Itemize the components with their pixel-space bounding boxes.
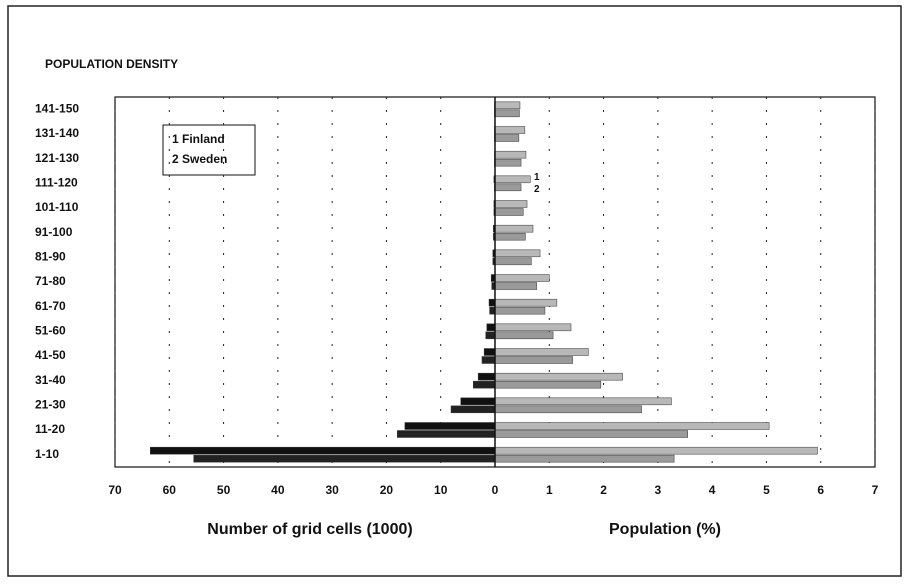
x-tick-label: 20: [380, 483, 394, 497]
bar: [477, 372, 496, 381]
bar: [488, 298, 496, 307]
bar: [494, 109, 520, 118]
annotation: 2: [534, 184, 540, 195]
bar: [494, 224, 534, 233]
bar: [494, 257, 532, 266]
bar: [494, 454, 675, 463]
bar: [494, 150, 527, 159]
bar: [494, 405, 642, 414]
bar: [494, 249, 541, 258]
bar: [494, 397, 672, 406]
bar: [494, 306, 546, 315]
bar: [494, 175, 531, 184]
bar: [494, 430, 688, 438]
bar: [483, 348, 496, 356]
bar: [473, 380, 496, 389]
y-tick-label: 81-90: [35, 250, 66, 264]
bar: [494, 274, 550, 282]
bar: [494, 208, 524, 216]
legend-label: 2 Sweden: [172, 152, 227, 166]
y-tick-label: 111-120: [35, 176, 78, 190]
x-tick-label: 30: [325, 483, 339, 497]
y-tick-label: 21-30: [35, 398, 66, 412]
y-tick-label: 61-70: [35, 299, 66, 313]
x-tick-label: 60: [163, 483, 177, 497]
y-tick-label: 101-110: [35, 200, 79, 214]
bar: [494, 183, 522, 192]
bar: [494, 232, 526, 241]
x-tick-label: 4: [709, 483, 716, 497]
x-tick-label: 1: [546, 483, 553, 497]
bar: [494, 331, 554, 340]
bar: [494, 158, 522, 167]
bar: [494, 446, 818, 455]
y-tick-label: 91-100: [35, 225, 73, 239]
x-tick-label: 2: [600, 483, 607, 497]
y-tick-label: 51-60: [35, 324, 66, 338]
bar: [494, 298, 558, 307]
bar: [486, 323, 496, 332]
bar: [494, 282, 538, 290]
bar: [450, 405, 496, 414]
bar: [404, 422, 496, 430]
x-tick-label: 6: [817, 483, 824, 497]
bar: [397, 430, 496, 438]
x-axis-label: Number of grid cells (1000): [207, 521, 412, 538]
chart-title: POPULATION DENSITY: [45, 57, 178, 71]
x-tick-label: 40: [271, 483, 285, 497]
x-tick-label: 0: [492, 483, 499, 497]
annotation: 1: [534, 172, 540, 183]
bar: [494, 348, 589, 356]
y-tick-label: 71-80: [35, 274, 66, 288]
bar: [494, 356, 573, 364]
bar: [494, 323, 572, 332]
y-tick-label: 31-40: [35, 373, 66, 387]
bar: [150, 446, 496, 455]
bar: [494, 380, 602, 389]
legend-box: [162, 124, 256, 176]
bar: [494, 372, 623, 381]
bar: [485, 331, 496, 340]
legend-label: 1 Finland: [172, 132, 225, 146]
bar: [494, 134, 520, 142]
bar: [494, 126, 526, 134]
y-tick-label: 131-140: [35, 126, 79, 140]
bar: [460, 397, 496, 406]
bar: [494, 200, 528, 208]
x-axis-label: Population (%): [609, 521, 721, 538]
bar: [494, 101, 521, 110]
x-tick-label: 7: [872, 483, 879, 497]
bar: [481, 356, 496, 364]
y-tick-label: 1-10: [35, 447, 59, 461]
x-tick-label: 50: [217, 483, 231, 497]
x-tick-label: 5: [763, 483, 770, 497]
x-tick-label: 70: [108, 483, 122, 497]
bar: [193, 454, 496, 463]
y-tick-label: 41-50: [35, 348, 66, 362]
x-tick-label: 10: [434, 483, 448, 497]
y-tick-label: 11-20: [35, 422, 65, 436]
frame: [7, 5, 902, 577]
y-tick-label: 121-130: [35, 151, 79, 165]
y-tick-label: 141-150: [35, 102, 79, 116]
x-tick-label: 3: [655, 483, 662, 497]
bar: [489, 306, 496, 315]
bar: [494, 422, 770, 430]
